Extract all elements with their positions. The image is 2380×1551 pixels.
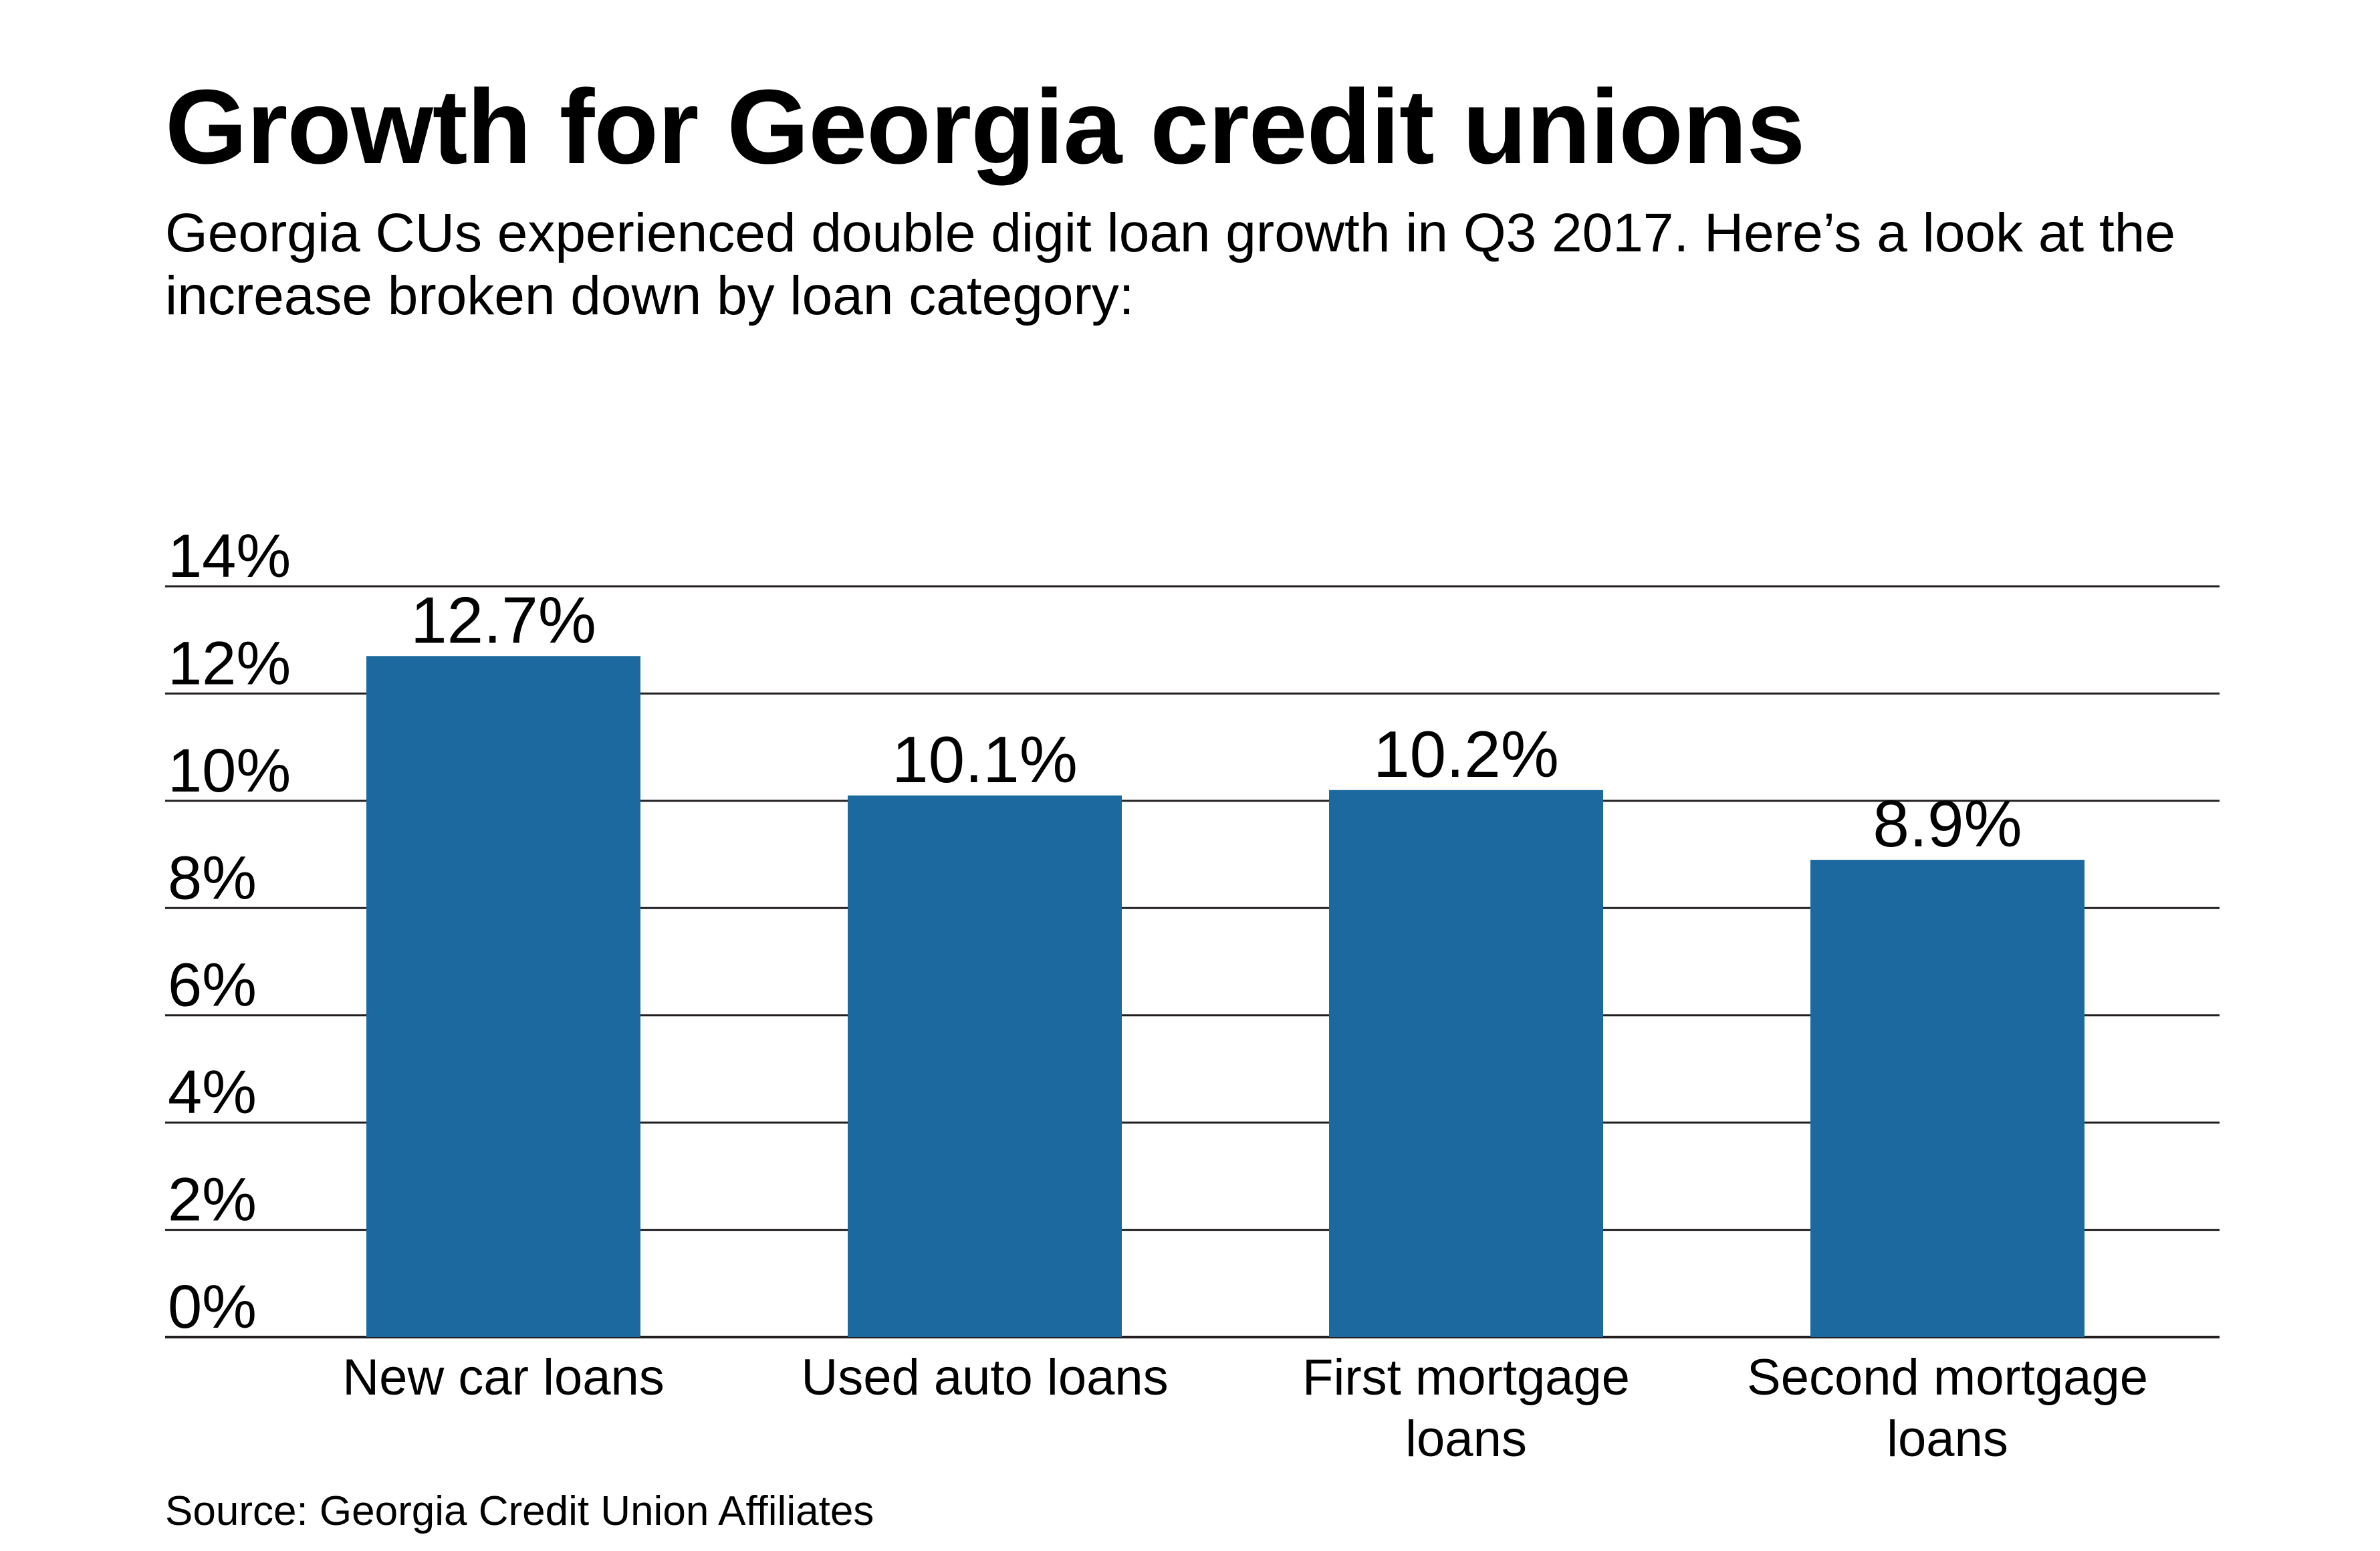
x-category-label: New car loans (342, 1349, 665, 1406)
y-tick-label: 8% (168, 844, 257, 912)
x-category-label: First mortgage (1302, 1349, 1630, 1406)
bar-value-label: 12.7% (410, 583, 596, 657)
source-note: Source: Georgia Credit Union Affiliates (165, 1488, 874, 1534)
bar-value-label: 10.2% (1373, 717, 1559, 791)
chart-subtitle: Georgia CUs experienced double digit loa… (165, 203, 2175, 326)
y-tick-label: 14% (168, 522, 291, 590)
y-tick-label: 10% (168, 737, 291, 805)
x-category-label: loans (1887, 1411, 2008, 1467)
y-tick-label: 4% (168, 1058, 257, 1126)
bar-value-label: 8.9% (1873, 787, 2022, 860)
y-tick-label: 6% (168, 951, 257, 1020)
bar (1329, 790, 1603, 1337)
y-tick-label: 2% (168, 1166, 257, 1234)
y-tick-label: 0% (168, 1273, 257, 1341)
bar-value-label: 10.1% (892, 723, 1078, 796)
bar (1810, 860, 2085, 1337)
x-category-label: loans (1405, 1411, 1527, 1467)
x-category-label: Second mortgage (1747, 1349, 2148, 1406)
x-category-label: Used auto loans (801, 1349, 1168, 1406)
bar (366, 656, 640, 1337)
y-tick-label: 12% (168, 629, 291, 697)
chart-title: Growth for Georgia credit unions (165, 68, 1805, 186)
bar (848, 795, 1122, 1337)
